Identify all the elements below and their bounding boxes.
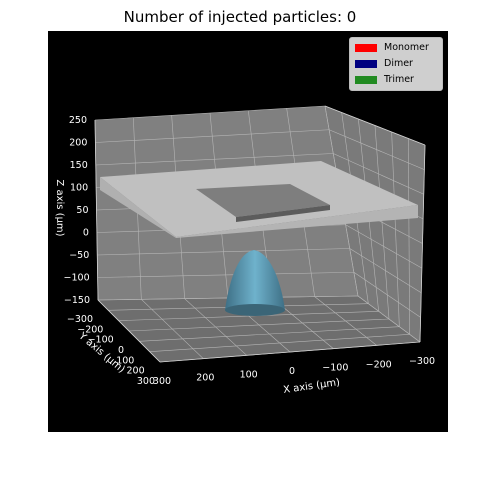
x-tick-label: −200 bbox=[366, 359, 392, 370]
legend-item-trimer: Trimer bbox=[355, 74, 414, 85]
y-tick-label: 300 bbox=[137, 376, 155, 387]
y-tick-label: −100 bbox=[88, 335, 114, 346]
cone-emitter bbox=[225, 250, 285, 310]
electrode-gap-wall bbox=[236, 205, 330, 222]
grid-line-y bbox=[149, 334, 410, 352]
z-tick-label: −100 bbox=[64, 273, 90, 284]
y-tick-label: 0 bbox=[118, 345, 124, 356]
z-tick-label: −150 bbox=[64, 295, 90, 306]
x-tick-label: −100 bbox=[322, 363, 348, 374]
cone-base bbox=[225, 304, 285, 316]
legend-item-monomer: Monomer bbox=[355, 42, 429, 53]
legend-swatch-dimer bbox=[355, 59, 377, 68]
electrode-edge bbox=[100, 177, 176, 238]
grid-line-y bbox=[391, 131, 400, 327]
z-tick-label: 100 bbox=[70, 183, 88, 194]
legend: Monomer Dimer Trimer bbox=[349, 37, 443, 91]
x-tick-label: 0 bbox=[289, 366, 295, 377]
grid-line-y bbox=[118, 311, 379, 321]
z-tick-label: 200 bbox=[69, 138, 87, 149]
electrode-gap bbox=[196, 184, 330, 217]
legend-label-dimer: Dimer bbox=[384, 58, 413, 69]
right-pane bbox=[325, 106, 425, 342]
x-tick-label: 200 bbox=[196, 373, 214, 384]
electrode-front bbox=[176, 205, 418, 238]
y-tick-label: 200 bbox=[127, 366, 145, 377]
grid-line-y bbox=[408, 138, 410, 335]
z-tick-label: −50 bbox=[69, 250, 89, 261]
grid-line-y bbox=[374, 125, 390, 320]
x-tick-label: −300 bbox=[409, 356, 435, 367]
z-axis-label: Z axis (μm) bbox=[54, 179, 65, 236]
pane-edge bbox=[324, 105, 426, 146]
legend-item-dimer: Dimer bbox=[355, 58, 413, 69]
grid-line-y bbox=[139, 326, 400, 342]
pane-edge bbox=[419, 144, 426, 343]
legend-label-monomer: Monomer bbox=[384, 42, 429, 53]
x-tick-label: 100 bbox=[240, 369, 258, 380]
legend-swatch-trimer bbox=[355, 75, 377, 84]
z-tick-label: 250 bbox=[69, 115, 87, 126]
z-tick-label: 50 bbox=[76, 205, 88, 216]
grid-line-y bbox=[128, 318, 390, 332]
z-tick-label: 0 bbox=[83, 228, 89, 239]
y-tick-label: −300 bbox=[67, 314, 93, 325]
legend-swatch-monomer bbox=[355, 43, 377, 52]
x-tick-label: 300 bbox=[153, 376, 171, 387]
y-tick-label: 100 bbox=[116, 355, 134, 366]
pane-edge bbox=[94, 119, 99, 301]
y-tick-label: −200 bbox=[77, 324, 103, 335]
pane-edge bbox=[97, 299, 161, 363]
z-tick-label: 150 bbox=[70, 160, 88, 171]
chart-title: Number of injected particles: 0 bbox=[123, 8, 357, 26]
pane-edge bbox=[159, 341, 421, 363]
legend-label-trimer: Trimer bbox=[384, 74, 414, 85]
